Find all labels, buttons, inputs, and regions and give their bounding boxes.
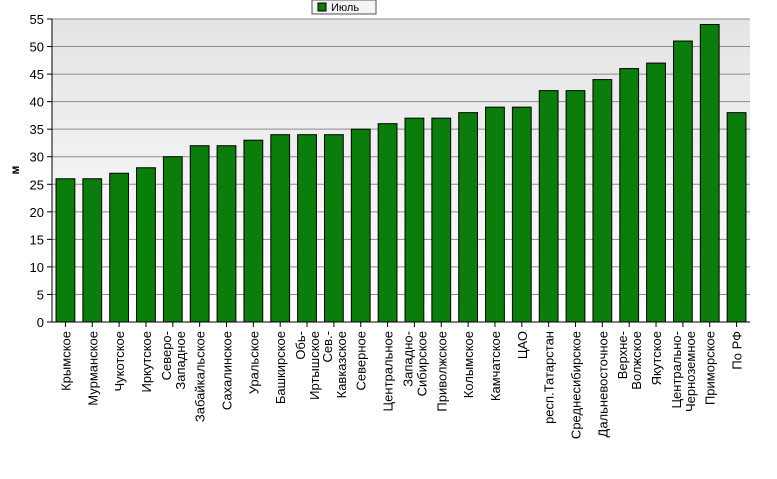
legend-swatch: [317, 2, 327, 12]
bar: [538, 90, 559, 323]
x-tick-label: Сибирское: [414, 331, 429, 396]
y-tick-label: 50: [30, 40, 44, 55]
bar: [216, 145, 237, 323]
bar: [243, 139, 264, 323]
x-tick-label: Среднесибирское: [569, 331, 584, 439]
bars: [55, 24, 747, 323]
legend-box: [311, 0, 377, 15]
y-tick-label: 15: [30, 232, 44, 247]
y-tick-label: 25: [30, 177, 44, 192]
bar: [136, 167, 156, 323]
bar: [511, 106, 532, 323]
x-tick-label: Башкирское: [273, 331, 288, 404]
bar: [431, 117, 452, 323]
x-tick-label: Иртышское: [307, 331, 322, 400]
x-tick-label: Северо-: [159, 331, 174, 380]
bar: [82, 178, 103, 323]
bar: [565, 90, 586, 323]
x-tick-label: Уральское: [246, 331, 261, 394]
x-tick-label: Забайкальское: [193, 331, 208, 422]
x-tick-label: ЦАО: [515, 331, 530, 359]
x-tick-label: Крымское: [58, 331, 73, 391]
x-tick-label: респ.Татарстан: [542, 331, 557, 424]
x-tick-label: Мурманское: [85, 331, 100, 406]
x-tick-label: Дальневосточное: [595, 331, 610, 437]
bar: [55, 178, 76, 323]
x-tick-label: Западное: [173, 331, 188, 390]
y-tick-label: 10: [30, 260, 44, 275]
bar: [672, 40, 693, 323]
bar: [619, 68, 640, 323]
bar: [726, 112, 747, 323]
bar: [109, 172, 130, 323]
legend: Июль: [311, 0, 377, 15]
x-tick-label: Колымское: [461, 331, 476, 398]
bar: [646, 62, 666, 323]
bar: [485, 106, 505, 323]
x-tick-label: Центральное: [381, 331, 396, 411]
x-tick-label: Якутское: [649, 331, 664, 385]
x-tick-label: Верхне-: [615, 331, 630, 379]
y-axis-label: м: [8, 165, 22, 174]
bar: [458, 112, 479, 323]
bar: [377, 123, 398, 323]
bar: [699, 24, 720, 323]
x-tick-label: Центрально-: [669, 331, 684, 409]
x-tick-label: Западно-: [400, 331, 415, 387]
bar: [350, 128, 371, 323]
y-tick-label: 5: [37, 287, 44, 302]
x-tick-label: Приволжское: [434, 331, 449, 412]
plot-area: [52, 19, 750, 322]
bar: [592, 79, 613, 323]
x-tick-label: Северное: [354, 331, 369, 390]
x-tick-label: По РФ: [730, 331, 745, 370]
bar: [404, 117, 425, 323]
bar: [162, 156, 183, 323]
x-tick-label: Волжское: [629, 331, 644, 390]
y-tick-label: 35: [30, 122, 44, 137]
x-tick-label: Чукотское: [112, 331, 127, 392]
bar: [189, 145, 210, 323]
bar: [297, 134, 317, 323]
x-tick-label: Сахалинское: [220, 331, 235, 410]
x-tick-label: Кавказское: [334, 331, 349, 398]
x-tick-label: Иркутское: [139, 331, 154, 393]
x-tick-label: Черноземное: [683, 331, 698, 412]
legend-label: Июль: [331, 2, 359, 14]
y-tick-label: 20: [30, 205, 44, 220]
x-tick-label: Сев.-: [320, 331, 335, 362]
y-tick-label: 45: [30, 67, 44, 82]
x-axis-labels: Крымское Мурманское Чукотское Иркутское Севе…: [58, 322, 745, 439]
x-tick-label: Обь-: [293, 331, 308, 360]
x-tick-label: Камчатское: [488, 331, 503, 401]
bar: [323, 134, 344, 323]
y-tick-label: 40: [30, 95, 44, 110]
bar: [270, 134, 291, 323]
y-tick-label: 0: [37, 315, 44, 330]
x-tick-label: Приморское: [703, 331, 718, 405]
y-tick-label: 55: [30, 12, 44, 27]
y-tick-label: 30: [30, 150, 44, 165]
